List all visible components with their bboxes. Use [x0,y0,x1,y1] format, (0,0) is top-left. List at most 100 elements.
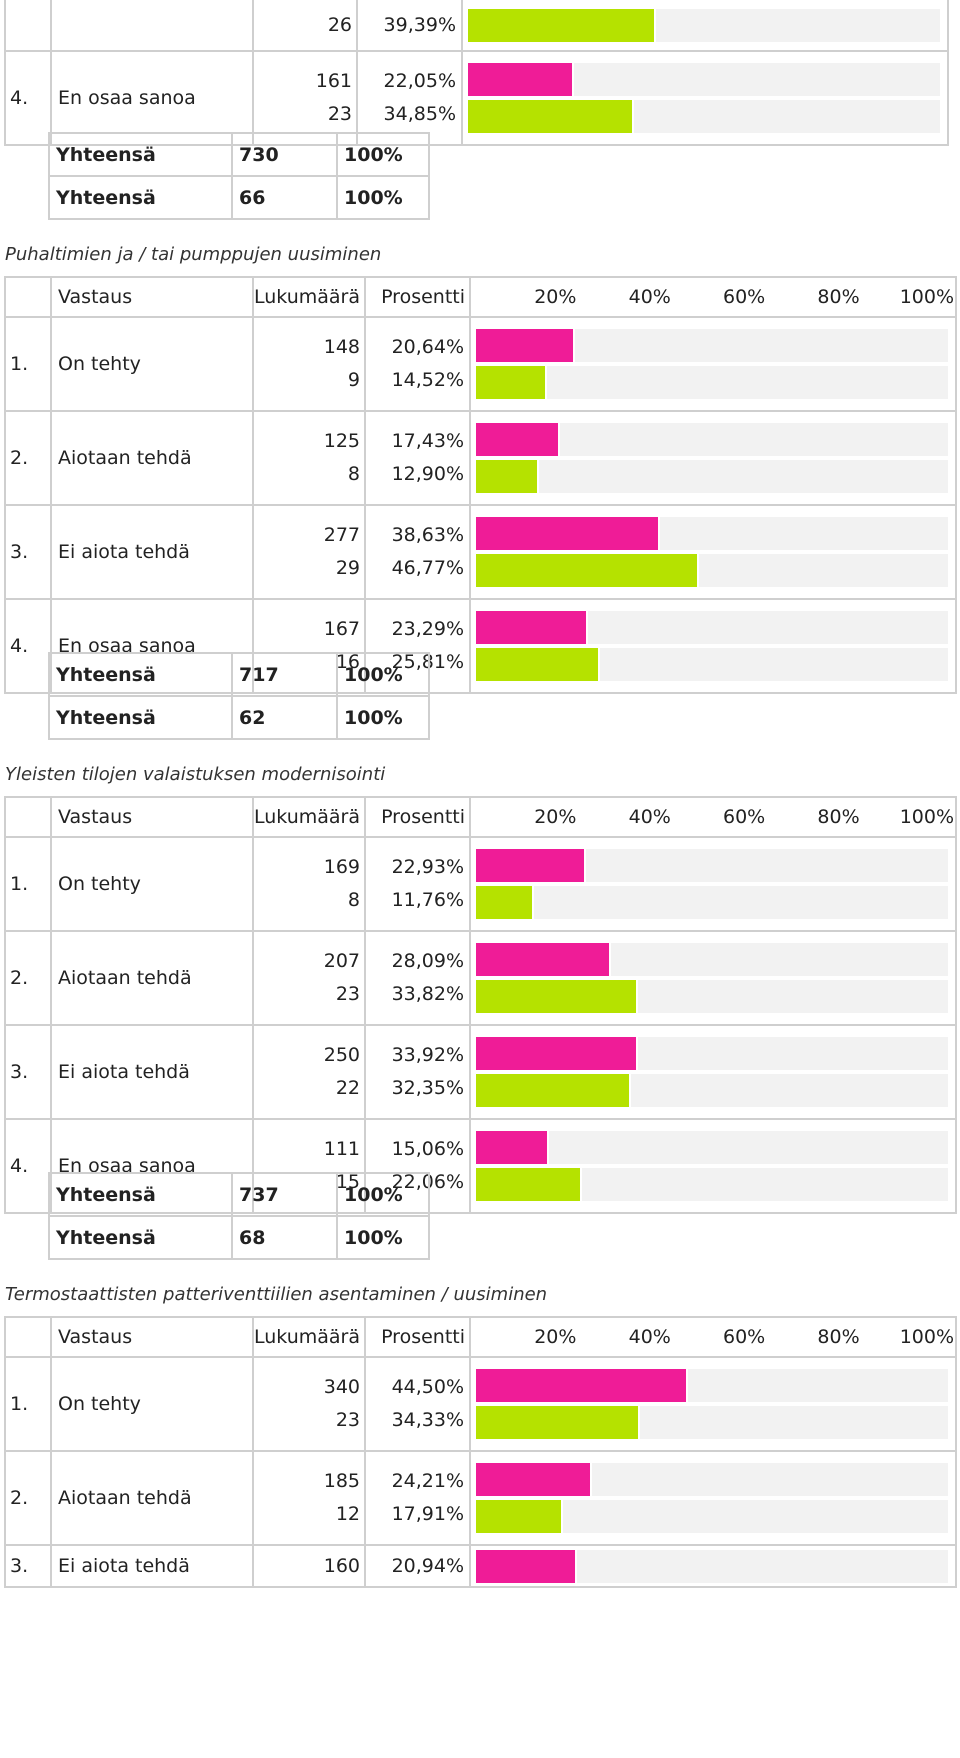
bar-track [476,517,949,550]
percent-value: 20,94% [391,1554,465,1577]
percent-value: 32,35% [391,1077,465,1099]
bar-series-2 [476,1168,583,1201]
total-percent: 100% [336,652,430,697]
bar-series-1 [476,849,587,882]
total-count: 717 [231,652,338,697]
percent-value: 12,90% [391,463,465,485]
percent-value: 20,64% [391,336,465,358]
total-percent: 100% [336,1172,430,1217]
bar-series-1 [476,517,661,550]
bar-series-2 [476,460,540,493]
bar-series-1 [476,329,576,362]
header-ticks: 20% 40% 60% 80% 100% [469,1316,958,1358]
header-lukumaara: Lukumäärä [251,276,367,318]
percent-value: 22,93% [391,856,465,878]
answer-bars [469,930,958,1026]
answer-number: 3. [4,504,52,600]
answer-label: Aiotaan tehdä [50,410,254,506]
bar-track [476,1406,949,1439]
count-value: 340 [323,1376,361,1398]
total-count: 62 [231,695,338,740]
answer-percents: 33,92% 32,35% [364,1024,472,1120]
header-blank [4,796,52,838]
answer-bars [469,316,958,412]
answer-number: 1. [4,836,52,932]
answer-number: 4. [4,50,52,146]
answer-number: 1. [4,316,52,412]
tick-label: 20% [534,286,577,308]
bar-track [476,943,949,976]
answer-counts: 148 9 [251,316,367,412]
tick-label: 60% [723,1326,766,1348]
bar-track [476,366,949,399]
answer-counts: 207 23 [251,930,367,1026]
percent-value: 39,39% [383,13,456,36]
bar-track [476,1131,949,1164]
bar-series-1 [476,943,612,976]
bar-track [476,648,949,681]
tick-labels: 20% 40% 60% 80% 100% [476,1326,954,1348]
total-label: Yhteensä [48,695,233,740]
tick-label: 40% [628,1326,671,1348]
count-value: 277 [323,524,361,546]
tick-label: 60% [723,286,766,308]
section-title: Yleisten tilojen valaistuksen modernisoi… [5,764,386,785]
percent-value: 15,06% [391,1138,465,1160]
bar-series-2 [468,100,634,133]
answer-number: 2. [4,1450,52,1546]
total-count: 737 [231,1172,338,1217]
answer-bars [469,410,958,506]
count-value: 111 [323,1138,361,1160]
section-title: Puhaltimien ja / tai pumppujen uusiminen [5,244,382,265]
total-label: Yhteensä [48,1172,233,1217]
percent-value: 28,09% [391,950,465,972]
totals-row: Yhteensä 66 100% [48,175,430,220]
answer-label: Ei aiota tehdä [50,504,254,600]
table-header: Vastaus Lukumäärä Prosentti 20% 40% 60% 80% 100… [4,796,958,838]
answer-percents: 39,39% [356,0,463,52]
tick-labels: 20% 40% 60% 80% 100% [476,806,954,828]
bar-track [476,1369,949,1402]
totals-table: Yhteensä 717 100% Yhteensä 62 100% [48,652,430,740]
count-value: 29 [335,557,361,579]
results-table: Vastaus Lukumäärä Prosentti 20% 40% 60% 80% 100… [4,276,958,694]
answer-bars [469,1544,958,1588]
bar-track [468,63,940,96]
answer-row: 4. En osaa sanoa 111 15 15,06% 22,06% [4,1118,958,1214]
bar-track [468,8,940,42]
tick-label: 100% [899,286,955,308]
tick-label: 20% [534,1326,577,1348]
answer-row: 26 39,39% [4,0,949,52]
header-blank [4,276,52,318]
answer-label: Ei aiota tehdä [50,1024,254,1120]
answer-number: 2. [4,930,52,1026]
header-vastaus: Vastaus [50,1316,254,1358]
answer-number [4,0,52,52]
answer-number: 4. [4,1118,52,1214]
header-vastaus: Vastaus [50,276,254,318]
bar-series-1 [476,423,561,456]
answer-counts: 160 [251,1544,367,1588]
table-header: Vastaus Lukumäärä Prosentti 20% 40% 60% 80% 100… [4,276,958,318]
answer-row: 3. Ei aiota tehdä 160 20,94% [4,1544,958,1588]
answer-counts: 277 29 [251,504,367,600]
totals-row: Yhteensä 62 100% [48,695,430,740]
count-value: 161 [315,70,352,92]
answer-bars [469,1356,958,1452]
answer-label: En osaa sanoa [50,50,254,146]
answer-row: 3. Ei aiota tehdä 250 22 33,92% 32,35% [4,1024,958,1120]
bar-series-1 [476,611,589,644]
bar-track [476,611,949,644]
header-lukumaara: Lukumäärä [251,1316,367,1358]
bar-track [476,1500,949,1533]
percent-value: 14,52% [391,369,465,391]
bar-series-2 [476,980,639,1013]
count-value: 23 [327,103,352,125]
answer-row: 1. On tehty 340 23 44,50% 34,33% [4,1356,958,1452]
header-ticks: 20% 40% 60% 80% 100% [469,796,958,838]
answer-row: 2. Aiotaan tehdä 185 12 24,21% 17,91% [4,1450,958,1546]
percent-value: 11,76% [391,889,465,911]
results-table: Vastaus Lukumäärä Prosentti 20% 40% 60% 80% 100… [4,1316,958,1588]
bar-series-1 [476,1037,639,1070]
bar-track [476,849,949,882]
